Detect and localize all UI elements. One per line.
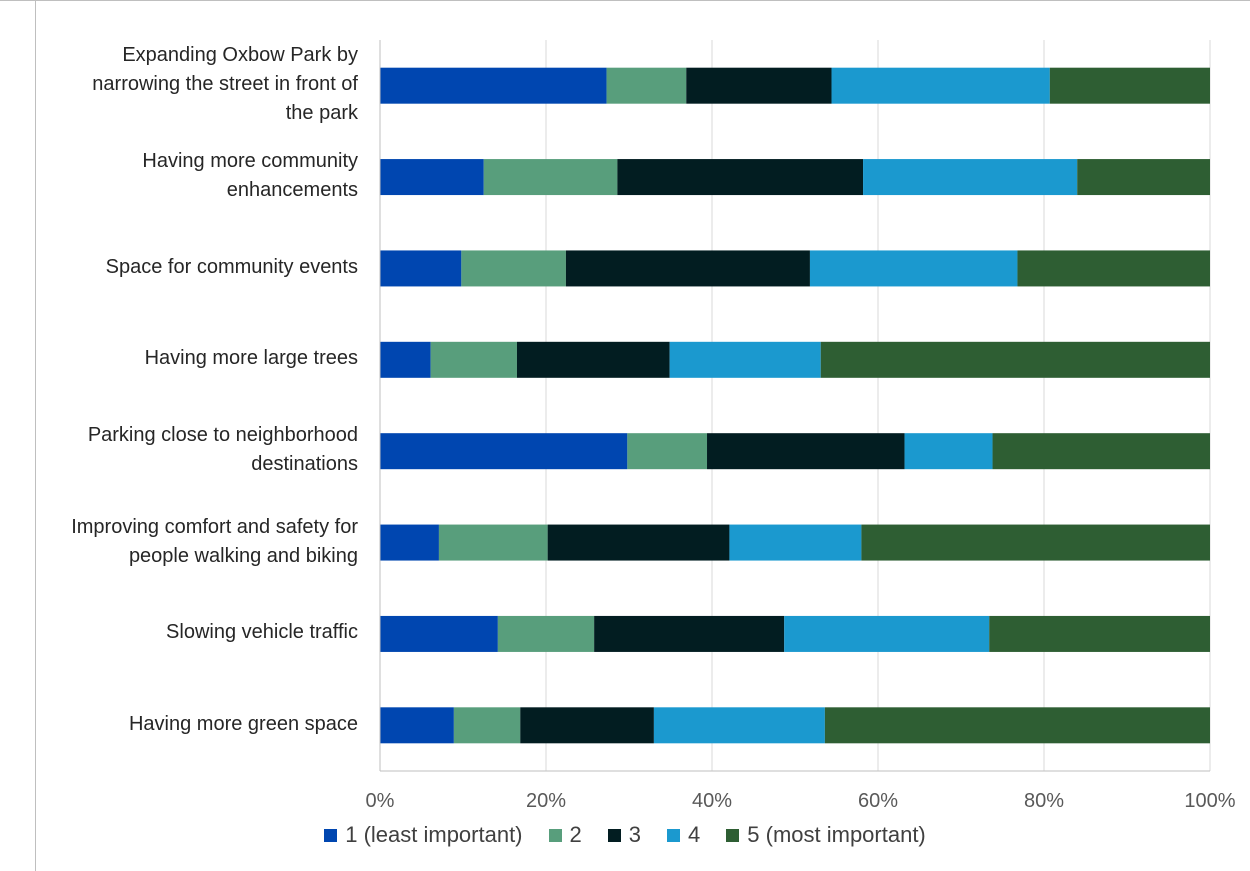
- category-label-line: Parking close to neighborhood: [87, 424, 358, 447]
- category-label: Space for community events: [10, 253, 358, 282]
- bar-segment: [606, 67, 687, 104]
- bar-segment: [627, 433, 708, 470]
- legend: 1 (least important) 2 3 4 5 (most important): [0, 822, 1250, 848]
- frame-top-border: [0, 0, 1250, 1]
- bar-segment: [461, 250, 566, 287]
- bar-segment: [453, 707, 521, 744]
- category-label: Improving comfort and safety for people w…: [10, 513, 358, 571]
- bar-segment: [831, 67, 1050, 104]
- bar-segment: [380, 433, 628, 470]
- category-label-line: the park: [285, 102, 358, 125]
- category-label-line: Improving comfort and safety for: [71, 515, 358, 538]
- category-label-line: Slowing vehicle traffic: [166, 621, 358, 644]
- bar-segment: [669, 341, 821, 378]
- bar-segment: [438, 524, 548, 561]
- bar-segment: [1049, 67, 1210, 104]
- bar-segment: [565, 250, 810, 287]
- bar-segment: [594, 615, 785, 652]
- bar-segment: [483, 159, 618, 196]
- category-label-line: narrowing the street in front of: [92, 73, 358, 96]
- tick-label: 40%: [691, 790, 733, 812]
- bar-segment: [729, 524, 862, 561]
- bar-segment: [380, 615, 498, 652]
- legend-item: 1 (least important): [324, 822, 523, 848]
- bar-segment: [992, 433, 1210, 470]
- category-label: Expanding Oxbow Park by narrowing the str…: [10, 41, 358, 128]
- category-label-line: Having more community: [142, 150, 358, 173]
- legend-swatch: [726, 828, 740, 842]
- category-label-line: Expanding Oxbow Park by: [122, 44, 358, 67]
- legend-item: 3: [607, 822, 642, 848]
- bar-segment: [861, 524, 1210, 561]
- legend-swatch: [607, 828, 621, 842]
- bar-segment: [989, 615, 1210, 652]
- bar-segment: [820, 341, 1210, 378]
- bar-segment: [809, 250, 1018, 287]
- category-label: Parking close to neighborhood destination…: [10, 421, 358, 479]
- bar-segment: [863, 159, 1078, 196]
- bar-segment: [380, 707, 454, 744]
- bar-segment: [380, 524, 439, 561]
- category-label-line: destinations: [251, 453, 358, 476]
- legend-swatch: [324, 828, 338, 842]
- bar-segment: [1077, 159, 1210, 196]
- bar-segment: [1017, 250, 1210, 287]
- bar-segment: [653, 707, 825, 744]
- category-label: Having more large trees: [10, 344, 358, 373]
- legend-item: 2: [548, 822, 582, 848]
- legend-swatch: [548, 828, 562, 842]
- bar-segment: [380, 67, 607, 104]
- tick-label: 0%: [365, 790, 395, 812]
- tick-label: 100%: [1184, 790, 1236, 812]
- bar-segment: [904, 433, 993, 470]
- legend-label: 3: [628, 822, 642, 847]
- category-label-line: enhancements: [226, 179, 358, 202]
- bar-segment: [520, 707, 654, 744]
- bar-segment: [516, 341, 670, 378]
- legend-label: 5 (most important): [747, 822, 926, 847]
- bar-segment: [784, 615, 990, 652]
- legend-item: 4: [667, 822, 700, 848]
- bar-segment: [380, 341, 431, 378]
- category-label: Slowing vehicle traffic: [10, 618, 358, 647]
- legend-item: 5 (most important): [726, 822, 926, 848]
- frame-left-border: [35, 0, 36, 871]
- legend-swatch: [667, 828, 681, 842]
- legend-label: 1 (least important): [345, 822, 523, 847]
- category-label-line: Having more large trees: [144, 347, 358, 370]
- legend-label: 2: [569, 822, 582, 847]
- legend-label: 4: [688, 822, 701, 847]
- bar-segment: [380, 250, 462, 287]
- bar-segment: [686, 67, 832, 104]
- category-label-line: Having more green space: [128, 712, 358, 735]
- bar-segment: [617, 159, 864, 196]
- tick-label: 80%: [1023, 790, 1065, 812]
- tick-label: 20%: [525, 790, 567, 812]
- category-label-line: Space for community events: [105, 255, 358, 278]
- category-label: Having more community enhancements: [10, 147, 358, 205]
- category-label: Having more green space: [10, 710, 358, 739]
- bar-segment: [380, 159, 484, 196]
- tick-label: 60%: [857, 790, 899, 812]
- category-label-line: people walking and biking: [128, 544, 358, 567]
- bar-segment: [497, 615, 595, 652]
- bar-segment: [707, 433, 905, 470]
- bar-segment: [430, 341, 517, 378]
- bar-segment: [824, 707, 1210, 744]
- bar-segment: [547, 524, 730, 561]
